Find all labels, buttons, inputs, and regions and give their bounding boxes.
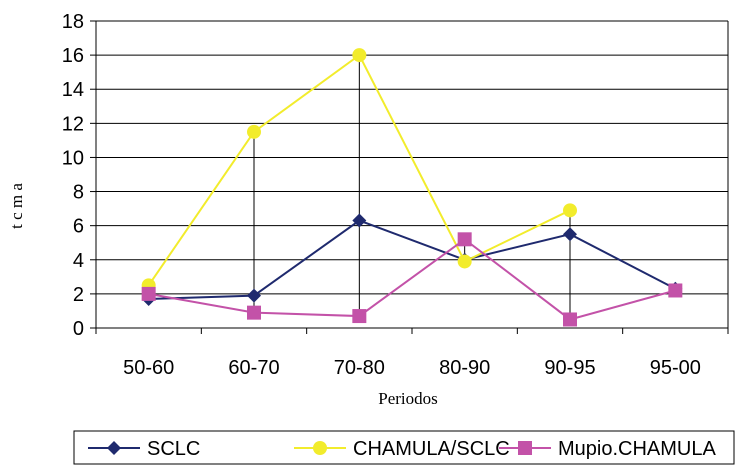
marker-chamula-sclc [563, 203, 577, 218]
y-tick-labels: 0 2 4 6 8 10 12 14 16 18 [62, 11, 84, 340]
marker-sclc [352, 213, 367, 228]
marker-mupio-chamula [352, 309, 367, 324]
legend-label-sclc: SCLC [147, 438, 200, 460]
series-line-sclc [148, 219, 676, 301]
y-tick-label: 10 [62, 147, 84, 169]
marker-mupio-chamula [457, 232, 472, 247]
legend-marker-mupio-chamula [518, 441, 532, 455]
data-markers [141, 48, 683, 327]
y-tick-label: 12 [62, 113, 84, 135]
marker-mupio-chamula [563, 312, 577, 327]
legend: SCLC CHAMULA/SCLC Mupio.CHAMULA [73, 430, 735, 465]
x-axis-title: Periodos [378, 389, 438, 408]
marker-sclc [563, 227, 577, 242]
y-tick-label: 6 [73, 216, 84, 238]
legend-label-mupio-chamula: Mupio.CHAMULA [558, 438, 716, 460]
x-tick-label: 90-95 [544, 357, 595, 379]
marker-mupio-chamula [247, 305, 261, 320]
marker-sclc [247, 288, 261, 303]
y-tick-label: 14 [62, 79, 84, 101]
series-line-mupio-chamula [148, 238, 676, 321]
marker-mupio-chamula [141, 286, 156, 301]
drop-lines [148, 55, 676, 320]
x-tick-label: 95-00 [650, 357, 701, 379]
axes [90, 20, 729, 334]
marker-chamula-sclc [457, 254, 472, 269]
gridlines [96, 20, 728, 329]
marker-chamula-sclc [247, 124, 261, 139]
x-tick-label: 70-80 [334, 357, 385, 379]
y-tick-label: 16 [62, 45, 84, 67]
y-axis-title: t c m a [7, 183, 26, 229]
x-tick-label: 50-60 [123, 357, 174, 379]
y-tick-label: 2 [73, 284, 84, 306]
marker-mupio-chamula [668, 283, 683, 298]
x-tick-label: 80-90 [439, 357, 490, 379]
y-tick-label: 8 [73, 182, 84, 204]
y-tick-label: 4 [73, 250, 84, 272]
legend-box [73, 430, 735, 465]
marker-chamula-sclc [352, 48, 367, 63]
y-tick-label: 18 [62, 11, 84, 33]
legend-marker-chamula-sclc [313, 441, 327, 455]
legend-label-chamula-sclc: CHAMULA/SCLC [353, 438, 510, 460]
legend-marker-sclc [107, 441, 121, 455]
x-tick-labels: 50-60 60-70 70-80 80-90 90-95 95-00 [123, 357, 701, 379]
x-tick-label: 60-70 [228, 357, 279, 379]
series-lines [147, 53, 676, 321]
y-tick-label: 0 [73, 318, 84, 340]
